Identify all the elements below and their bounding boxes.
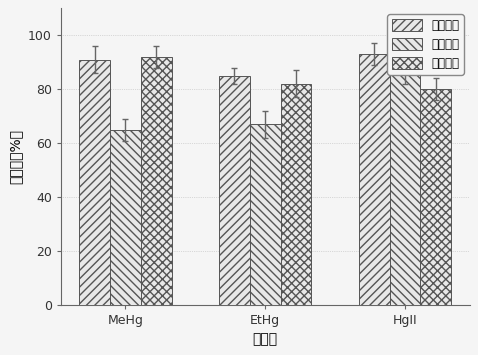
Y-axis label: 回收率（%）: 回收率（%） [8, 129, 22, 184]
Bar [420, 89, 451, 305]
Bar [281, 84, 311, 305]
Bar [390, 73, 420, 305]
X-axis label: 汞形态: 汞形态 [253, 333, 278, 347]
Bar [141, 57, 172, 305]
Bar [219, 76, 250, 305]
Bar [250, 124, 281, 305]
Bar [359, 54, 390, 305]
Bar [110, 130, 141, 305]
Legend: 二氯甲烷, 三氯甲烷, 四氯化碳: 二氯甲烷, 三氯甲烷, 四氯化碳 [387, 14, 464, 75]
Bar [79, 60, 110, 305]
